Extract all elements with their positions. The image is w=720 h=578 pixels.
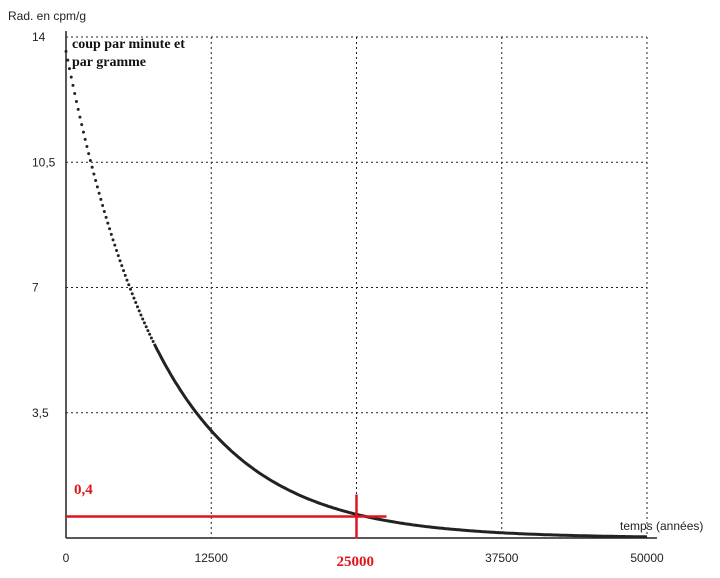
curve-dot (141, 317, 145, 321)
x-axis-label: temps (années) (620, 519, 703, 533)
curve-dot (116, 254, 120, 258)
curve-dot (81, 130, 85, 134)
y-tick-label-0: 3,5 (32, 406, 49, 420)
x-tick-label-4: 50000 (630, 551, 664, 565)
curve-dot (85, 145, 89, 149)
x-tick-label-0: 0 (63, 551, 70, 565)
curve-dot (149, 336, 153, 340)
curve-dot (64, 49, 68, 53)
axes (65, 31, 657, 539)
y-tick-label-3: 14 (32, 30, 46, 44)
curve-dot (67, 67, 71, 71)
highlight-y-label: 0,4 (74, 482, 93, 498)
curve-dot (139, 313, 143, 317)
grid (66, 36, 648, 538)
curve-dot (151, 340, 155, 344)
curve-dot (134, 300, 138, 304)
curve-dot (104, 215, 108, 219)
curve-dot (78, 115, 82, 119)
curve-dot (83, 137, 87, 141)
curve-dot (69, 75, 73, 79)
curve-dot (80, 123, 84, 127)
tick-labels: 3,5 7 10,5 14 0 12500 37500 50000 (32, 30, 664, 565)
curve-dot (73, 92, 77, 96)
annotation-line-1: coup par minute et (72, 37, 185, 52)
curve-dot (92, 172, 96, 176)
curve-dot (95, 185, 99, 189)
curve-dot (87, 152, 91, 156)
highlight-x-label: 25000 (337, 554, 375, 570)
curve-dot (94, 178, 98, 182)
curve-dot (66, 58, 70, 62)
curve-dot (99, 197, 103, 201)
curve-solid-line (152, 343, 648, 539)
curve-dot (146, 329, 150, 333)
curve-dot (109, 232, 113, 236)
curve-dot (125, 278, 129, 282)
curve-dot (142, 321, 146, 325)
curve-dot (132, 296, 136, 300)
curve-dot (144, 325, 148, 329)
curve-dot (115, 248, 119, 252)
curve-dot (127, 283, 131, 287)
curve-dot (90, 165, 94, 169)
curve-dot (74, 100, 78, 104)
annotation-line-2: par gramme (72, 55, 146, 70)
highlight-markers (66, 494, 387, 539)
curve-dot (118, 259, 122, 263)
curve-dot (130, 292, 134, 296)
curve-dot (128, 287, 132, 291)
curve-dot (71, 83, 75, 87)
x-tick-label-1: 12500 (195, 551, 229, 565)
curve-dot (108, 227, 112, 231)
curve-dot (102, 210, 106, 214)
curve-dot (137, 309, 141, 313)
curve-dot (97, 191, 101, 195)
y-axis-label: Rad. en cpm/g (8, 9, 86, 23)
curve-dot (111, 238, 115, 242)
curve-dot (148, 332, 152, 336)
curve-dot (122, 269, 126, 273)
curve-dot (106, 221, 110, 225)
x-tick-label-3: 37500 (485, 551, 519, 565)
curve-dot (88, 158, 92, 162)
y-tick-label-2: 10,5 (32, 155, 56, 169)
curve-dot (101, 204, 105, 208)
curve-dot (76, 107, 80, 111)
y-tick-label-1: 7 (32, 281, 39, 295)
curve-dot (113, 243, 117, 247)
curve-dot (120, 264, 124, 268)
curve-dot (135, 305, 139, 309)
curve-dot (123, 273, 127, 277)
decay-curve (64, 49, 648, 539)
